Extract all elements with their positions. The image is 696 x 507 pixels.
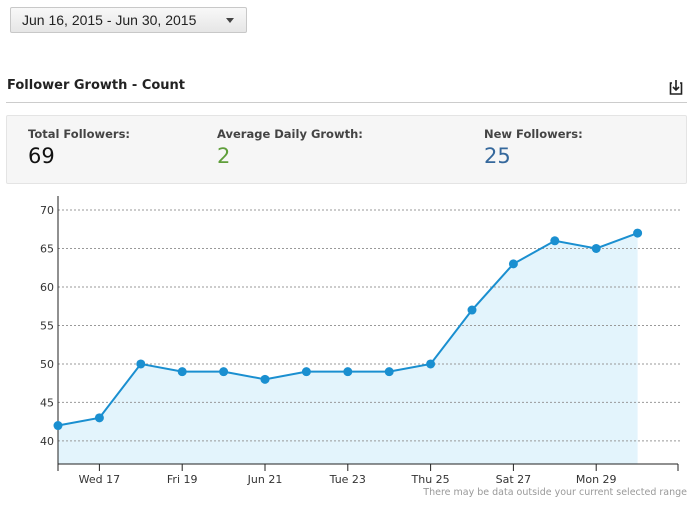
- x-tick-label: Sat 27: [496, 473, 532, 486]
- y-tick-label: 65: [40, 242, 54, 255]
- data-point: [550, 236, 560, 246]
- section-title: Follower Growth - Count: [7, 78, 186, 93]
- stat-value: 2: [217, 144, 231, 168]
- x-tick-label: Fri 19: [167, 473, 198, 486]
- x-tick-label: Mon 29: [576, 473, 617, 486]
- data-point: [633, 228, 643, 238]
- x-tick-label: Thu 25: [411, 473, 450, 486]
- download-icon[interactable]: [668, 79, 684, 95]
- stat-label: New Followers:: [484, 127, 583, 141]
- area-fill: [58, 233, 638, 464]
- stat-label: Average Daily Growth:: [217, 127, 363, 141]
- data-point: [219, 367, 229, 377]
- caret-down-icon: [226, 18, 234, 23]
- data-point: [53, 421, 63, 431]
- data-point: [467, 305, 477, 315]
- data-point: [177, 367, 187, 377]
- data-point: [94, 413, 104, 423]
- divider: [6, 102, 687, 103]
- data-point: [426, 359, 436, 369]
- data-point: [343, 367, 353, 377]
- y-tick-label: 55: [40, 319, 54, 332]
- x-tick-label: Jun 21: [247, 473, 283, 486]
- follower-growth-chart: 40 45 50 55 60 65 70 Wed 17 Fri 19 Jun 21 Tue 23 Th…: [40, 196, 682, 486]
- y-tick-label: 70: [40, 204, 54, 217]
- x-tick-label: Tue 23: [329, 473, 366, 486]
- data-point: [508, 259, 518, 269]
- y-tick-label: 60: [40, 281, 54, 294]
- x-tick-label: Wed 17: [79, 473, 120, 486]
- stat-total-followers: Total Followers: 69: [28, 127, 130, 168]
- y-tick-label: 40: [40, 435, 54, 448]
- stat-new-followers: New Followers: 25: [484, 127, 583, 168]
- data-point: [384, 367, 394, 377]
- stats-panel: Total Followers: 69 Average Daily Growth…: [6, 115, 687, 184]
- range-note: There may be data outside your current s…: [423, 487, 687, 498]
- data-point: [301, 367, 311, 377]
- data-point: [136, 359, 146, 369]
- y-tick-label: 45: [40, 396, 54, 409]
- stat-average-daily-growth: Average Daily Growth: 2: [217, 127, 363, 168]
- stat-value: 25: [484, 144, 511, 168]
- date-range-label: Jun 16, 2015 - Jun 30, 2015: [22, 12, 197, 28]
- y-tick-label: 50: [40, 358, 54, 371]
- date-range-dropdown[interactable]: Jun 16, 2015 - Jun 30, 2015: [10, 7, 247, 33]
- stat-value: 69: [28, 144, 55, 168]
- data-point: [260, 374, 270, 384]
- stat-label: Total Followers:: [28, 127, 131, 141]
- data-point: [591, 243, 601, 253]
